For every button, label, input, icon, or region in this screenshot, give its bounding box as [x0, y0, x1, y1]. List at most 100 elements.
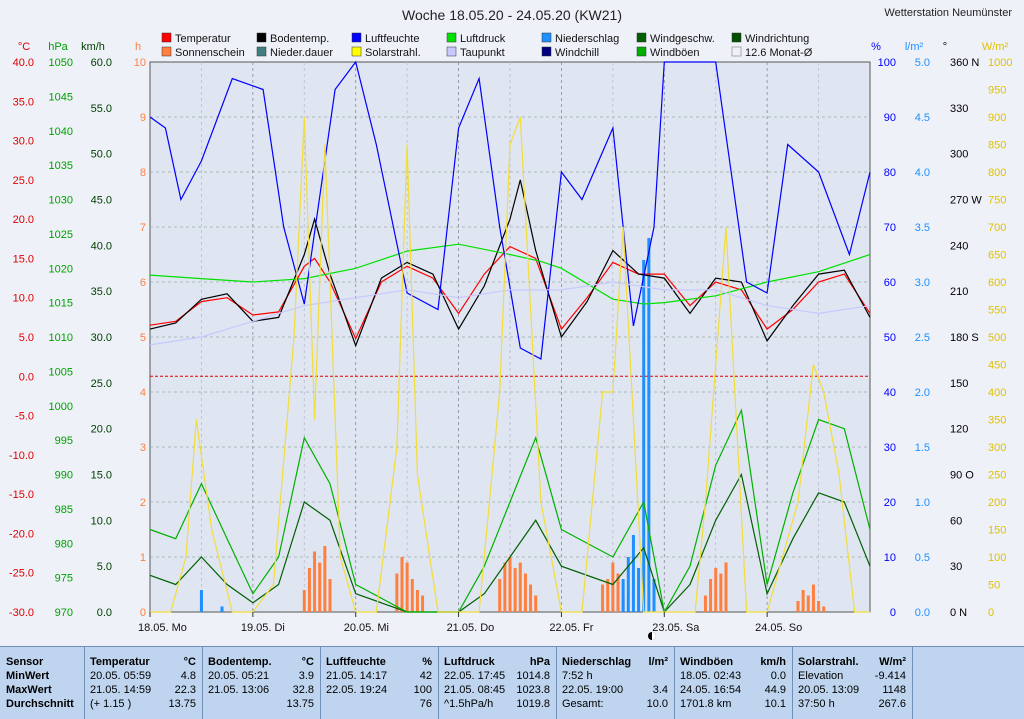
axis-tick-wm2: 550	[988, 305, 1006, 317]
axis-tick-pct: 40	[884, 387, 896, 399]
stats-label-column: Sensor MinWert MaxWert Durchschnitt	[0, 647, 85, 719]
legend-swatch	[731, 32, 742, 43]
legend-label: Sonnenschein	[175, 47, 245, 59]
axis-tick-h: 9	[140, 112, 146, 124]
axis-tick-h: 3	[140, 442, 146, 454]
axis-tick-lm2: 4.5	[915, 112, 930, 124]
axis-tick-kmh: 60.0	[91, 57, 112, 69]
axis-tick-wm2: 750	[988, 195, 1006, 207]
stats-header-avg: Durchschnitt	[6, 698, 74, 710]
bar-sonnenschein	[719, 573, 723, 612]
stats-cell-value: 4.8	[180, 670, 196, 682]
axis-tick-hpa: 1025	[49, 229, 73, 241]
bar-sonnenschein	[405, 562, 409, 612]
stats-cell-label: ^1.5hPa/h	[444, 698, 494, 710]
axis-tick-kmh: 30.0	[91, 332, 112, 344]
axis-tick-lm2: 2.0	[915, 387, 930, 399]
axis-tick-temp: 40.0	[13, 57, 34, 69]
axis-tick-deg: 360 N	[950, 57, 979, 69]
series-line-bodentemp	[149, 179, 871, 348]
stats-cell-row: 20.05. 05:21 3.9	[202, 669, 320, 683]
axis-tick-pct: 90	[884, 112, 896, 124]
axis-tick-h: 2	[140, 497, 146, 509]
axis-tick-h: 4	[140, 387, 146, 399]
stats-column-header: Luftfeuchte%	[320, 655, 438, 669]
axis-tick-pct: 30	[884, 442, 896, 454]
stats-cell-value: 1019.8	[516, 698, 550, 710]
axis-tick-temp: 10.0	[13, 293, 34, 305]
stats-cell-label: 20.05. 13:09	[798, 684, 860, 696]
axes: °C40.035.030.025.020.015.010.05.00.0-5.0…	[9, 41, 1013, 619]
axis-tick-hpa: 970	[55, 607, 73, 619]
axis-tick-temp: -15.0	[9, 489, 34, 501]
stats-cell-label: Elevation	[798, 670, 844, 682]
bar-sonnenschein	[503, 562, 507, 612]
axis-tick-wm2: 950	[988, 85, 1006, 97]
legend-label: Windgeschw.	[650, 33, 715, 45]
stats-cell-row: 18.05. 02:43 0.0	[674, 669, 792, 683]
chart-title: Woche 18.05.20 - 24.05.20 (KW21)	[402, 7, 622, 23]
stats-cell-label: 1701.8 km	[680, 698, 732, 710]
stats-cell-label: 20.05. 05:59	[90, 670, 152, 682]
bar-sonnenschein	[523, 573, 527, 612]
legend-swatch	[636, 32, 647, 43]
weather-chart: Woche 18.05.20 - 24.05.20 (KW21) Wetters…	[8, 7, 1013, 640]
stats-cell-row: 22.05. 19:00 3.4	[556, 683, 674, 697]
stats-cell-row: 1701.8 km 10.1	[674, 697, 792, 711]
legend-label: 12.6 Monat-Ø	[745, 47, 813, 59]
axis-tick-wm2: 0	[988, 607, 994, 619]
legend-swatch	[161, 46, 172, 57]
stats-cell-value: 10.1	[764, 698, 786, 710]
legend-label: Solarstrahl.	[365, 47, 421, 59]
axis-tick-temp: -25.0	[9, 568, 34, 580]
axis-tick-hpa: 980	[55, 538, 73, 550]
stats-cell-value: 42	[419, 670, 432, 682]
stats-column-header: Windböen km/h	[674, 655, 792, 669]
axis-tick-temp: 35.0	[13, 96, 34, 108]
stats-cell-row: Gesamt: 10.0	[556, 697, 674, 711]
axis-tick-hpa: 990	[55, 470, 73, 482]
axis-tick-deg: 150	[950, 378, 968, 390]
stats-cell-row: 7:52 h	[556, 669, 674, 683]
bar-sonnenschein	[410, 579, 414, 612]
axis-tick-hpa: 1030	[49, 195, 73, 207]
axis-tick-pct: 20	[884, 497, 896, 509]
axis-tick-pct: 100	[878, 57, 896, 69]
bar-niederschlag	[647, 238, 651, 612]
bar-sonnenschein	[796, 601, 800, 612]
axis-tick-lm2: 0.5	[915, 552, 930, 564]
stats-cell-row: 20.05. 13:09 1148	[792, 683, 912, 697]
axis-unit-deg: °	[943, 41, 947, 53]
stats-column: Niederschlag l/m² 7:52 h 22.05. 19:00 3.4 Ges…	[556, 647, 675, 719]
stats-cell-label: 18.05. 02:43	[680, 670, 742, 682]
axis-tick-wm2: 300	[988, 442, 1006, 454]
legend-swatch	[351, 32, 362, 43]
axis-tick-wm2: 350	[988, 415, 1006, 427]
bar-sonnenschein	[395, 573, 399, 612]
legend-swatch	[256, 32, 267, 43]
stats-cell-value: 22.3	[174, 684, 196, 696]
axis-tick-temp: -5.0	[15, 411, 34, 423]
day-label: 24.05. So	[755, 622, 802, 634]
axis-tick-kmh: 50.0	[91, 149, 112, 161]
stats-unit: °C	[183, 656, 196, 668]
stats-cell-value: 3.9	[298, 670, 314, 682]
axis-unit-lm2: l/m²	[905, 41, 924, 53]
legend-label: Luftdruck	[460, 33, 506, 45]
axis-tick-temp: 5.0	[19, 332, 34, 344]
bar-niederschlag	[199, 590, 203, 612]
stats-cell-row: 20.05. 05:59 4.8	[84, 669, 202, 683]
legend-label: Windrichtung	[745, 33, 809, 45]
stats-column-header: Temperatur °C	[84, 655, 202, 669]
stats-cell-row: 22.05. 17:45 1014.8	[438, 669, 556, 683]
stats-unit: l/m²	[648, 656, 668, 668]
stats-cell-row: 21.05. 14:59 22.3	[84, 683, 202, 697]
stats-cell-label: 22.05. 17:45	[444, 670, 506, 682]
stats-cell-value: 267.6	[878, 698, 906, 710]
bar-sonnenschein	[518, 562, 522, 612]
bar-sonnenschein	[817, 601, 821, 612]
axis-tick-temp: 15.0	[13, 253, 34, 265]
axis-tick-wm2: 650	[988, 250, 1006, 262]
axis-tick-pct: 10	[884, 552, 896, 564]
axis-tick-kmh: 20.0	[91, 424, 112, 436]
